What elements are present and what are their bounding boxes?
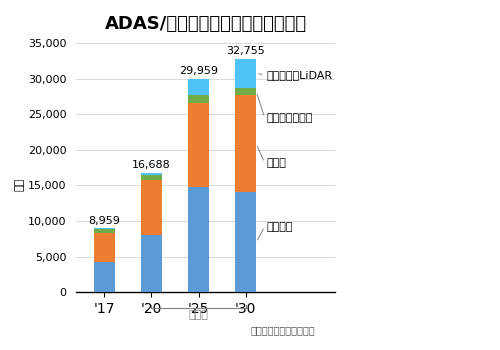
Bar <box>94 230 115 233</box>
Text: （矢野経済研究所調べ）: （矢野経済研究所調べ） <box>250 325 315 335</box>
Bar <box>188 95 209 104</box>
Y-axis label: 億円: 億円 <box>15 178 25 191</box>
Text: 超音波センサー: 超音波センサー <box>267 113 314 122</box>
Text: カメラ: カメラ <box>267 158 287 168</box>
Text: （予）: （予） <box>188 310 208 320</box>
Bar <box>188 104 209 188</box>
Bar <box>141 235 162 292</box>
Bar <box>235 88 256 95</box>
Bar <box>188 79 209 95</box>
Text: 29,959: 29,959 <box>179 66 218 76</box>
Bar <box>141 180 162 235</box>
Bar <box>235 95 256 192</box>
Bar <box>235 59 256 88</box>
Bar <box>94 261 115 292</box>
Bar <box>94 228 115 230</box>
Text: レーダー: レーダー <box>267 222 293 232</box>
Bar <box>188 188 209 292</box>
Title: ADAS/自動運転用センサー世界市場: ADAS/自動運転用センサー世界市場 <box>104 15 306 33</box>
Bar <box>235 193 256 292</box>
Text: 8,959: 8,959 <box>88 216 120 225</box>
Bar <box>94 233 115 261</box>
Bar <box>141 175 162 180</box>
Text: 16,688: 16,688 <box>132 160 171 170</box>
Text: レーザー／LiDAR: レーザー／LiDAR <box>267 70 333 80</box>
Text: 32,755: 32,755 <box>226 46 265 56</box>
Bar <box>141 173 162 175</box>
